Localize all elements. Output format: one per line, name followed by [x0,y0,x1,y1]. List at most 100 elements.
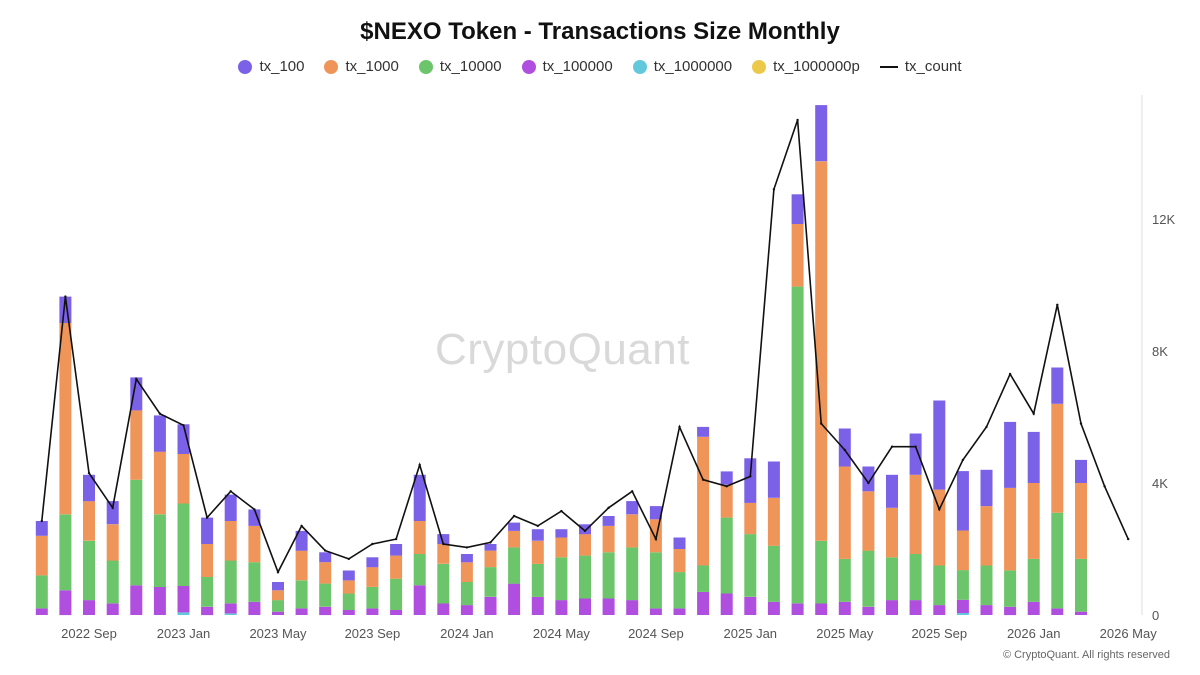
bar-segment-tx-100000[interactable] [744,596,757,615]
bar-segment-tx-10000[interactable] [862,550,875,607]
bar-segment-tx-100[interactable] [579,524,591,535]
bar-segment-tx-100[interactable] [1004,421,1017,488]
bar-segment-tx-100[interactable] [933,400,946,490]
legend-item-tx-count[interactable]: tx_count [879,58,962,75]
bar-segment-tx-100000[interactable] [909,600,922,615]
bar-segment-tx-10000[interactable] [602,552,615,599]
bar-segment-tx-100[interactable] [295,530,308,551]
tx-count-point[interactable] [961,458,965,462]
bar-segment-tx-1000[interactable] [886,507,898,558]
bar-segment-tx-100[interactable] [980,469,993,507]
tx-count-point[interactable] [1103,485,1106,488]
bar-segment-tx-1000[interactable] [862,491,875,551]
bar-segment-tx-100000[interactable] [1004,606,1017,616]
bar-segment-tx-10000[interactable] [1027,558,1040,602]
tx-count-point[interactable] [87,471,91,475]
bar-segment-tx-10000[interactable] [295,580,308,609]
bar-segment-tx-10000[interactable] [886,557,898,601]
bar-segment-tx-10000[interactable] [272,600,284,612]
bar-segment-tx-100[interactable] [508,522,521,531]
bar-segment-tx-1000[interactable] [224,521,237,561]
bar-segment-tx-1000[interactable] [390,555,403,579]
bar-segment-tx-1000[interactable] [980,506,993,566]
tx-count-point[interactable] [1079,422,1083,425]
bar-segment-tx-10000[interactable] [956,570,969,600]
bar-segment-tx-1000[interactable] [602,525,615,553]
tx-count-point[interactable] [796,118,799,122]
bar-segment-tx-10000[interactable] [720,517,733,594]
bar-segment-tx-1000[interactable] [1004,487,1017,571]
bar-segment-tx-1000000[interactable] [956,613,969,615]
tx-count-point[interactable] [40,519,43,523]
bar-segment-tx-10000[interactable] [342,593,355,611]
tx-count-point[interactable] [442,542,445,546]
bar-segment-tx-100000[interactable] [933,605,946,615]
tx-count-point[interactable] [276,570,280,574]
bar-segment-tx-1000[interactable] [1051,403,1064,513]
tx-count-point[interactable] [1032,412,1035,415]
bar-segment-tx-100[interactable] [413,474,426,521]
tx-count-point[interactable] [725,485,728,488]
tx-count-point[interactable] [253,508,256,511]
bar-segment-tx-10000[interactable] [319,583,332,607]
bar-segment-tx-100[interactable] [720,471,733,485]
bar-segment-tx-1000[interactable] [248,525,261,563]
bar-segment-tx-10000[interactable] [413,554,426,586]
bar-segment-tx-10000[interactable] [531,563,544,597]
bar-segment-tx-100[interactable] [744,458,757,503]
bar-segment-tx-10000[interactable] [626,547,639,601]
tx-count-point[interactable] [772,188,776,191]
bar-segment-tx-1000[interactable] [295,550,308,581]
bar-segment-tx-10000[interactable] [1075,558,1087,612]
bar-segment-tx-1000[interactable] [460,562,473,582]
bar-segment-tx-100000[interactable] [224,603,237,614]
bar-segment-tx-100000[interactable] [390,610,403,615]
bar-segment-tx-100000[interactable] [1027,601,1040,615]
bar-segment-tx-100000[interactable] [956,599,969,613]
bar-segment-tx-1000[interactable] [508,530,521,548]
bar-segment-tx-1000[interactable] [744,502,757,535]
bar-segment-tx-1000[interactable] [767,497,780,546]
bar-segment-tx-1000000[interactable] [177,612,190,615]
bar-segment-tx-100000[interactable] [437,603,450,616]
bar-segment-tx-1000[interactable] [956,530,969,571]
bar-segment-tx-100[interactable] [272,582,284,591]
bar-segment-tx-10000[interactable] [508,547,521,584]
bar-segment-tx-100[interactable] [224,494,237,521]
bar-segment-tx-100[interactable] [649,506,662,520]
tx-count-point[interactable] [867,481,870,485]
tx-count-point[interactable] [205,516,209,519]
tx-count-point[interactable] [701,478,705,481]
tx-count-point[interactable] [512,514,516,518]
tx-count-point[interactable] [890,445,894,448]
bar-segment-tx-1000[interactable] [838,466,851,559]
bar-segment-tx-100000[interactable] [295,608,308,615]
tx-count-point[interactable] [300,524,303,528]
bar-segment-tx-100000[interactable] [106,603,119,616]
bar-segment-tx-1000[interactable] [720,484,733,518]
tx-count-point[interactable] [678,425,681,429]
bar-segment-tx-10000[interactable] [83,540,95,601]
bar-segment-tx-100000[interactable] [153,587,166,615]
bar-segment-tx-100000[interactable] [460,605,473,615]
bar-segment-tx-100000[interactable] [791,603,804,616]
bar-segment-tx-1000[interactable] [83,501,95,541]
bar-segment-tx-100000[interactable] [484,596,497,615]
bar-segment-tx-100[interactable] [886,474,898,508]
legend-item-tx-1000000[interactable]: tx_1000000 [632,58,732,75]
bar-segment-tx-100[interactable] [201,517,214,544]
bar-segment-tx-1000[interactable] [59,322,72,515]
bar-segment-tx-100[interactable] [248,509,261,526]
bar-segment-tx-100000[interactable] [59,590,72,616]
bar-segment-tx-10000[interactable] [555,557,568,601]
bar-segment-tx-100[interactable] [437,534,450,544]
bar-segment-tx-100[interactable] [673,537,686,550]
legend-item-tx-100000[interactable]: tx_100000 [521,58,613,75]
bar-segment-tx-100[interactable] [697,426,710,437]
bar-segment-tx-10000[interactable] [460,582,473,606]
bar-segment-tx-1000[interactable] [319,562,332,584]
bar-segment-tx-1000[interactable] [153,451,166,515]
bar-segment-tx-100[interactable] [106,501,119,525]
bar-segment-tx-1000[interactable] [555,537,568,558]
tx-count-point[interactable] [394,537,398,541]
